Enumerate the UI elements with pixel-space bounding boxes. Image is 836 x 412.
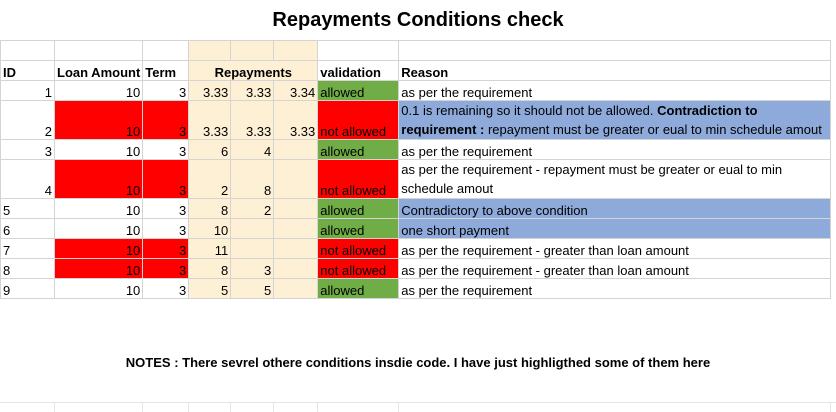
cell-reason[interactable]: as per the requirement	[398, 139, 832, 160]
table-row: 9 10 3 5 5 allowed as per the requiremen…	[0, 278, 832, 299]
cell-repayment-2[interactable]	[230, 218, 275, 239]
cell-repayment-2[interactable]: 3.33	[230, 100, 275, 140]
cell-loan[interactable]: 10	[53, 80, 144, 101]
cell-reason[interactable]: 0.1 is remaining so it should not be all…	[398, 100, 832, 140]
cell-repayment-1[interactable]: 5	[188, 278, 232, 299]
notes-text: NOTES : There sevrel othere conditions i…	[125, 355, 711, 370]
cell-validation[interactable]: not allowed	[317, 100, 400, 140]
cell-id[interactable]: 2	[0, 100, 55, 140]
cell-loan[interactable]: 10	[53, 100, 144, 140]
header-row: ID Loan Amount Term Repayments validatio…	[0, 60, 832, 81]
cell-repayment-2[interactable]: 5	[230, 278, 275, 299]
cell-reason[interactable]: as per the requirement	[398, 278, 832, 299]
cell-reason[interactable]: Contradictory to above condition	[398, 198, 832, 219]
cell-loan[interactable]: 10	[53, 198, 144, 219]
cell-term[interactable]: 3	[142, 218, 190, 239]
table-row: 3 10 3 6 4 allowed as per the requiremen…	[0, 139, 832, 160]
cell-repayment-2[interactable]: 8	[230, 159, 275, 199]
cell-term[interactable]: 3	[142, 80, 190, 101]
cell-reason[interactable]: as per the requirement - greater than lo…	[398, 258, 832, 279]
reason-text-continued: repayment must be greater or eual to min…	[484, 122, 822, 137]
table-row: 5 10 3 8 2 allowed Contradictory to abov…	[0, 198, 832, 219]
header-reason[interactable]: Reason	[398, 60, 832, 81]
cell-repayment-2[interactable]	[230, 238, 275, 259]
cell-term[interactable]: 3	[142, 278, 190, 299]
header-repayments[interactable]: Repayments	[188, 60, 319, 81]
cell-reason[interactable]: as per the requirement	[398, 80, 832, 101]
cell-repayment-3[interactable]	[273, 159, 319, 199]
cell-repayment-3[interactable]	[273, 278, 319, 299]
cell-reason[interactable]: as per the requirement - greater than lo…	[398, 238, 832, 259]
cell-repayment-3[interactable]: 3.33	[273, 100, 319, 140]
conditions-table: ID Loan Amount Term Repayments validatio…	[0, 40, 832, 299]
cell-id[interactable]: 8	[0, 258, 55, 279]
cell-validation[interactable]: allowed	[317, 80, 400, 101]
blank-row	[0, 40, 832, 61]
cell-validation[interactable]: not allowed	[317, 258, 400, 279]
cell-repayment-1[interactable]: 8	[188, 258, 232, 279]
cell-term[interactable]: 3	[142, 198, 190, 219]
cell-repayment-2[interactable]: 3	[230, 258, 275, 279]
cell-loan[interactable]: 10	[53, 159, 144, 199]
cell-term[interactable]: 3	[142, 100, 190, 140]
cell-repayment-2[interactable]: 2	[230, 198, 275, 219]
header-loan-amount[interactable]: Loan Amount	[53, 60, 144, 81]
cell-repayment-3[interactable]	[273, 139, 319, 160]
cell-term[interactable]: 3	[142, 139, 190, 160]
cell-term[interactable]: 3	[142, 159, 190, 199]
cell-repayment-3[interactable]	[273, 258, 319, 279]
cell-validation[interactable]: not allowed	[317, 159, 400, 199]
table-row: 8 10 3 8 3 not allowed as per the requir…	[0, 258, 832, 279]
cell-id[interactable]: 5	[0, 198, 55, 219]
cell-repayment-3[interactable]	[273, 238, 319, 259]
cell-repayment-3[interactable]: 3.34	[273, 80, 319, 101]
table-row: 7 10 3 11 not allowed as per the require…	[0, 238, 832, 259]
table-row: 6 10 3 10 allowed one short payment	[0, 218, 832, 239]
cell-repayment-3[interactable]	[273, 218, 319, 239]
cell-repayment-2[interactable]: 4	[230, 139, 275, 160]
cell-validation[interactable]: allowed	[317, 198, 400, 219]
empty-grid-row	[0, 402, 836, 412]
reason-bold-text: Contradiction to requirement :	[401, 103, 758, 137]
cell-repayment-1[interactable]: 10	[188, 218, 232, 239]
cell-repayment-1[interactable]: 3.33	[188, 80, 232, 101]
cell-id[interactable]: 3	[0, 139, 55, 160]
cell-term[interactable]: 3	[142, 238, 190, 259]
cell-repayment-1[interactable]: 8	[188, 198, 232, 219]
cell-loan[interactable]: 10	[53, 238, 144, 259]
cell-validation[interactable]: allowed	[317, 218, 400, 239]
cell-id[interactable]: 4	[0, 159, 55, 199]
cell-loan[interactable]: 10	[53, 258, 144, 279]
cell-repayment-1[interactable]: 6	[188, 139, 232, 160]
cell-loan[interactable]: 10	[53, 139, 144, 160]
header-id[interactable]: ID	[0, 60, 55, 81]
cell-validation[interactable]: not allowed	[317, 238, 400, 259]
cell-repayment-3[interactable]	[273, 198, 319, 219]
header-validation[interactable]: validation	[317, 60, 400, 81]
cell-repayment-2[interactable]: 3.33	[230, 80, 275, 101]
table-row: 1 10 3 3.33 3.33 3.34 allowed as per the…	[0, 80, 832, 101]
cell-term[interactable]: 3	[142, 258, 190, 279]
cell-id[interactable]: 1	[0, 80, 55, 101]
table-row: 2 10 3 3.33 3.33 3.33 not allowed 0.1 is…	[0, 100, 832, 140]
cell-reason[interactable]: one short payment	[398, 218, 832, 239]
table-row: 4 10 3 2 8 not allowed as per the requir…	[0, 159, 832, 199]
cell-validation[interactable]: allowed	[317, 278, 400, 299]
cell-repayment-1[interactable]: 11	[188, 238, 232, 259]
cell-id[interactable]: 7	[0, 238, 55, 259]
reason-text: 0.1 is remaining so it should not be all…	[401, 103, 658, 118]
cell-repayment-1[interactable]: 3.33	[188, 100, 232, 140]
cell-repayment-1[interactable]: 2	[188, 159, 232, 199]
cell-validation[interactable]: allowed	[317, 139, 400, 160]
sheet-title: Repayments Conditions check	[272, 9, 564, 31]
cell-id[interactable]: 6	[0, 218, 55, 239]
header-term[interactable]: Term	[142, 60, 190, 81]
cell-reason[interactable]: as per the requirement - repayment must …	[398, 159, 832, 199]
cell-loan[interactable]: 10	[53, 278, 144, 299]
cell-id[interactable]: 9	[0, 278, 55, 299]
cell-loan[interactable]: 10	[53, 218, 144, 239]
